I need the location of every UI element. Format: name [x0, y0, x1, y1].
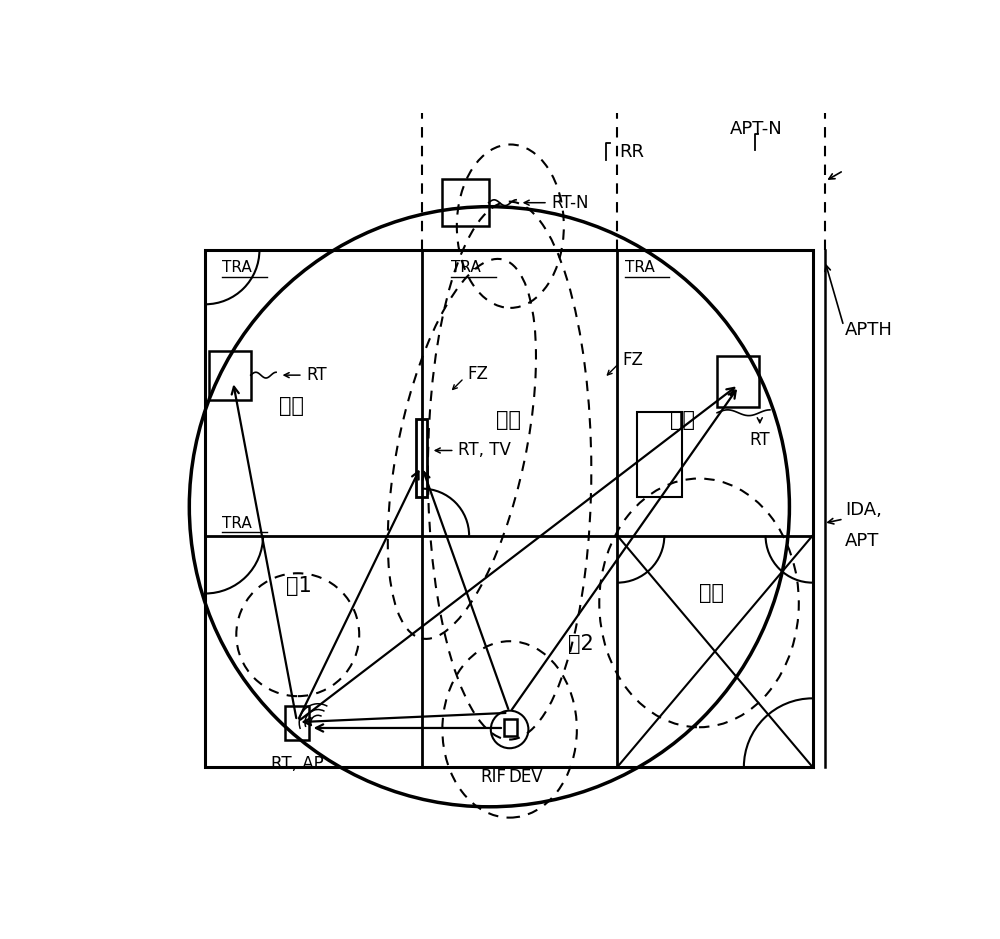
Bar — [209, 350, 251, 400]
Text: RT: RT — [749, 431, 770, 449]
Bar — [637, 412, 682, 498]
Text: RT: RT — [306, 366, 327, 384]
Text: FZ: FZ — [622, 351, 643, 369]
Text: APT-N: APT-N — [729, 119, 782, 138]
Bar — [205, 250, 813, 767]
Text: TRA: TRA — [222, 516, 252, 531]
Text: 客厅: 客厅 — [496, 410, 521, 430]
Bar — [285, 705, 309, 740]
Text: 厅1: 厅1 — [286, 577, 312, 596]
Text: RR: RR — [620, 144, 645, 162]
Bar — [416, 419, 427, 498]
Text: TRA: TRA — [625, 260, 654, 275]
Text: RT, AP: RT, AP — [271, 756, 324, 774]
Text: FZ: FZ — [468, 365, 489, 383]
Text: APTH: APTH — [845, 320, 893, 339]
Text: TRA: TRA — [222, 260, 252, 275]
Text: 厅2: 厅2 — [568, 634, 594, 654]
Bar — [717, 356, 759, 407]
Text: DEV: DEV — [508, 768, 543, 786]
Bar — [504, 719, 517, 736]
Text: RT-N: RT-N — [552, 193, 589, 211]
Text: IDA,: IDA, — [845, 501, 882, 519]
Bar — [442, 179, 489, 226]
Text: RIF: RIF — [481, 768, 507, 786]
Text: 卧室: 卧室 — [670, 410, 695, 430]
Text: RT, TV: RT, TV — [458, 441, 511, 459]
Text: APT: APT — [845, 531, 879, 549]
Text: TRA: TRA — [451, 260, 481, 275]
Text: 浴室: 浴室 — [699, 583, 724, 604]
Text: 厨房: 厨房 — [279, 395, 304, 415]
